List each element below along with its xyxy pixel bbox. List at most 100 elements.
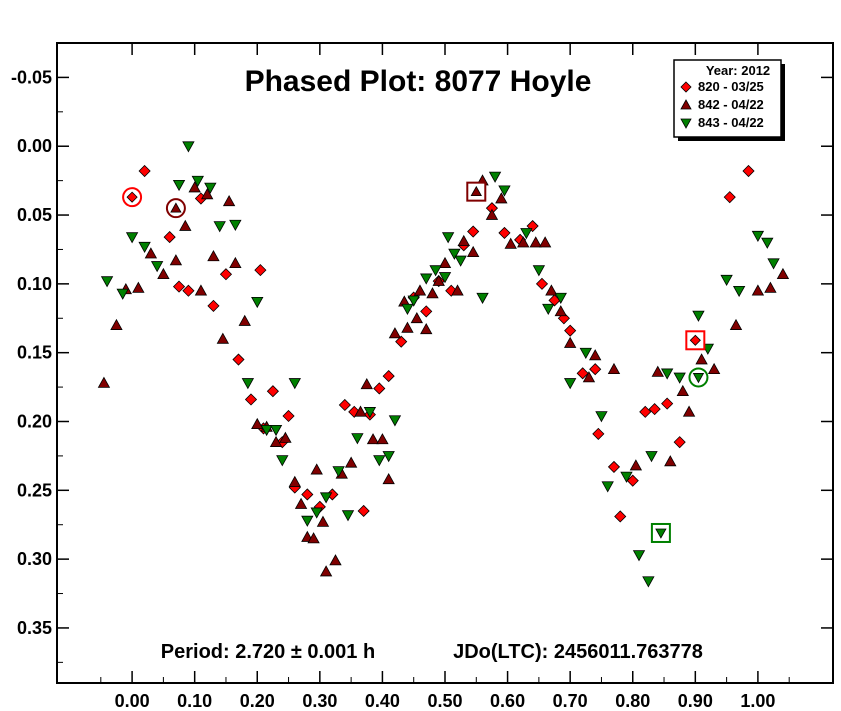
data-point — [441, 232, 455, 244]
data-points — [97, 141, 790, 588]
data-point — [222, 194, 236, 207]
y-tick-label: 0.15 — [17, 343, 52, 363]
legend-label: 820 - 03/25 — [698, 79, 764, 94]
data-point — [373, 455, 386, 467]
legend-entries: 820 - 03/25 842 - 04/22 843 - 04/22 — [680, 79, 764, 130]
legend-title: Year: 2012 — [706, 63, 770, 78]
data-point — [138, 164, 151, 178]
data-point — [723, 191, 736, 204]
period-annotation: Period: 2.720 ± 0.001 h — [161, 641, 375, 663]
data-point — [216, 332, 230, 344]
data-point — [219, 268, 233, 281]
data-point — [454, 255, 467, 267]
data-point — [150, 261, 164, 273]
data-point — [767, 258, 780, 270]
data-point — [172, 280, 186, 293]
data-point — [535, 277, 549, 290]
data-point — [97, 376, 111, 388]
data-point — [692, 310, 705, 322]
data-point — [426, 287, 439, 299]
data-point — [676, 384, 689, 397]
data-point — [360, 378, 373, 390]
data-point — [595, 411, 608, 423]
data-point — [269, 424, 283, 437]
data-point — [504, 237, 517, 249]
data-point — [194, 284, 208, 296]
data-point — [241, 378, 255, 390]
data-point — [488, 171, 502, 183]
data-point — [720, 274, 733, 287]
data-point — [301, 515, 314, 527]
data-point — [607, 362, 621, 374]
data-point — [254, 264, 267, 277]
data-point — [310, 463, 323, 475]
data-point — [344, 456, 358, 468]
x-tick-label: 0.90 — [678, 691, 713, 711]
data-point — [366, 433, 380, 445]
data-point — [191, 175, 204, 187]
data-point — [354, 405, 367, 417]
x-tick-label: 0.20 — [240, 691, 275, 711]
data-point — [382, 472, 395, 485]
data-point — [495, 192, 508, 204]
data-point — [732, 285, 746, 298]
x-tick-label: 0.30 — [302, 691, 337, 711]
y-tick-label: 0.00 — [17, 136, 52, 156]
data-point — [338, 398, 351, 412]
highlighted-points — [122, 181, 709, 543]
data-point — [110, 318, 123, 330]
data-point — [395, 335, 408, 348]
data-point — [467, 225, 480, 238]
data-point — [660, 368, 674, 380]
data-point — [172, 179, 186, 192]
x-tick-label: 0.40 — [365, 691, 400, 711]
data-point — [266, 385, 279, 398]
data-point — [319, 492, 333, 504]
data-point — [639, 405, 652, 418]
legend-label: 843 - 04/22 — [698, 115, 764, 130]
data-point — [229, 256, 242, 269]
legend-marker — [680, 118, 692, 129]
data-point — [232, 353, 245, 366]
data-point — [542, 303, 555, 315]
data-point — [614, 510, 627, 523]
data-point — [642, 576, 655, 588]
y-tick-label: -0.05 — [11, 67, 52, 87]
data-point — [179, 219, 192, 231]
data-point — [319, 565, 333, 577]
data-point — [589, 349, 602, 361]
data-point — [244, 393, 258, 406]
data-point — [545, 284, 558, 296]
data-point — [420, 273, 433, 285]
data-point — [607, 460, 621, 473]
data-point — [589, 363, 602, 376]
x-tick-label: 0.00 — [115, 691, 150, 711]
y-tick-label: 0.25 — [17, 480, 52, 500]
data-point — [466, 245, 480, 258]
data-point — [276, 455, 289, 467]
highlighted-data-point — [126, 191, 138, 203]
data-point — [388, 327, 402, 339]
data-point — [651, 365, 664, 377]
data-point — [564, 324, 577, 337]
data-point — [382, 451, 395, 463]
data-point — [288, 475, 301, 487]
y-tick-label: 0.35 — [17, 618, 52, 638]
data-point — [182, 141, 195, 153]
data-point — [761, 237, 774, 249]
data-point — [301, 488, 314, 501]
data-point — [401, 321, 414, 333]
data-point — [629, 459, 643, 471]
data-point — [498, 226, 511, 240]
data-point — [429, 265, 442, 277]
data-point — [742, 164, 755, 178]
data-point — [451, 284, 464, 296]
x-tick-label: 0.60 — [490, 691, 525, 711]
x-tick-label: 0.80 — [615, 691, 650, 711]
data-point — [529, 236, 542, 248]
data-point — [579, 347, 592, 360]
chart-title: Phased Plot: 8077 Hoyle — [245, 65, 592, 98]
highlighted-data-point — [692, 373, 705, 384]
data-point — [601, 481, 614, 493]
data-point — [388, 415, 402, 427]
